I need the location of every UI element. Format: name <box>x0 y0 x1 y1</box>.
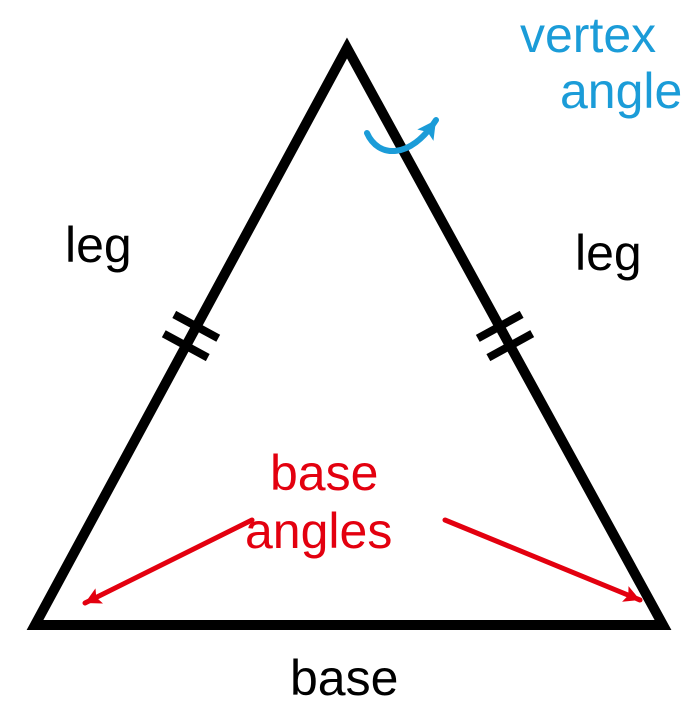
base-angles-label: base <box>270 445 378 501</box>
leg-right-label: leg <box>575 225 642 281</box>
vertex-angle-label: vertex <box>520 7 656 63</box>
isosceles-triangle-diagram: vertex angle leg leg base angles base <box>0 0 700 708</box>
base-label: base <box>290 650 398 706</box>
vertex-angle-label: angle <box>560 63 682 119</box>
base-angle-arrow-left <box>85 520 252 603</box>
leg-left-label: leg <box>65 217 132 273</box>
base-angles-label: angles <box>245 503 392 559</box>
